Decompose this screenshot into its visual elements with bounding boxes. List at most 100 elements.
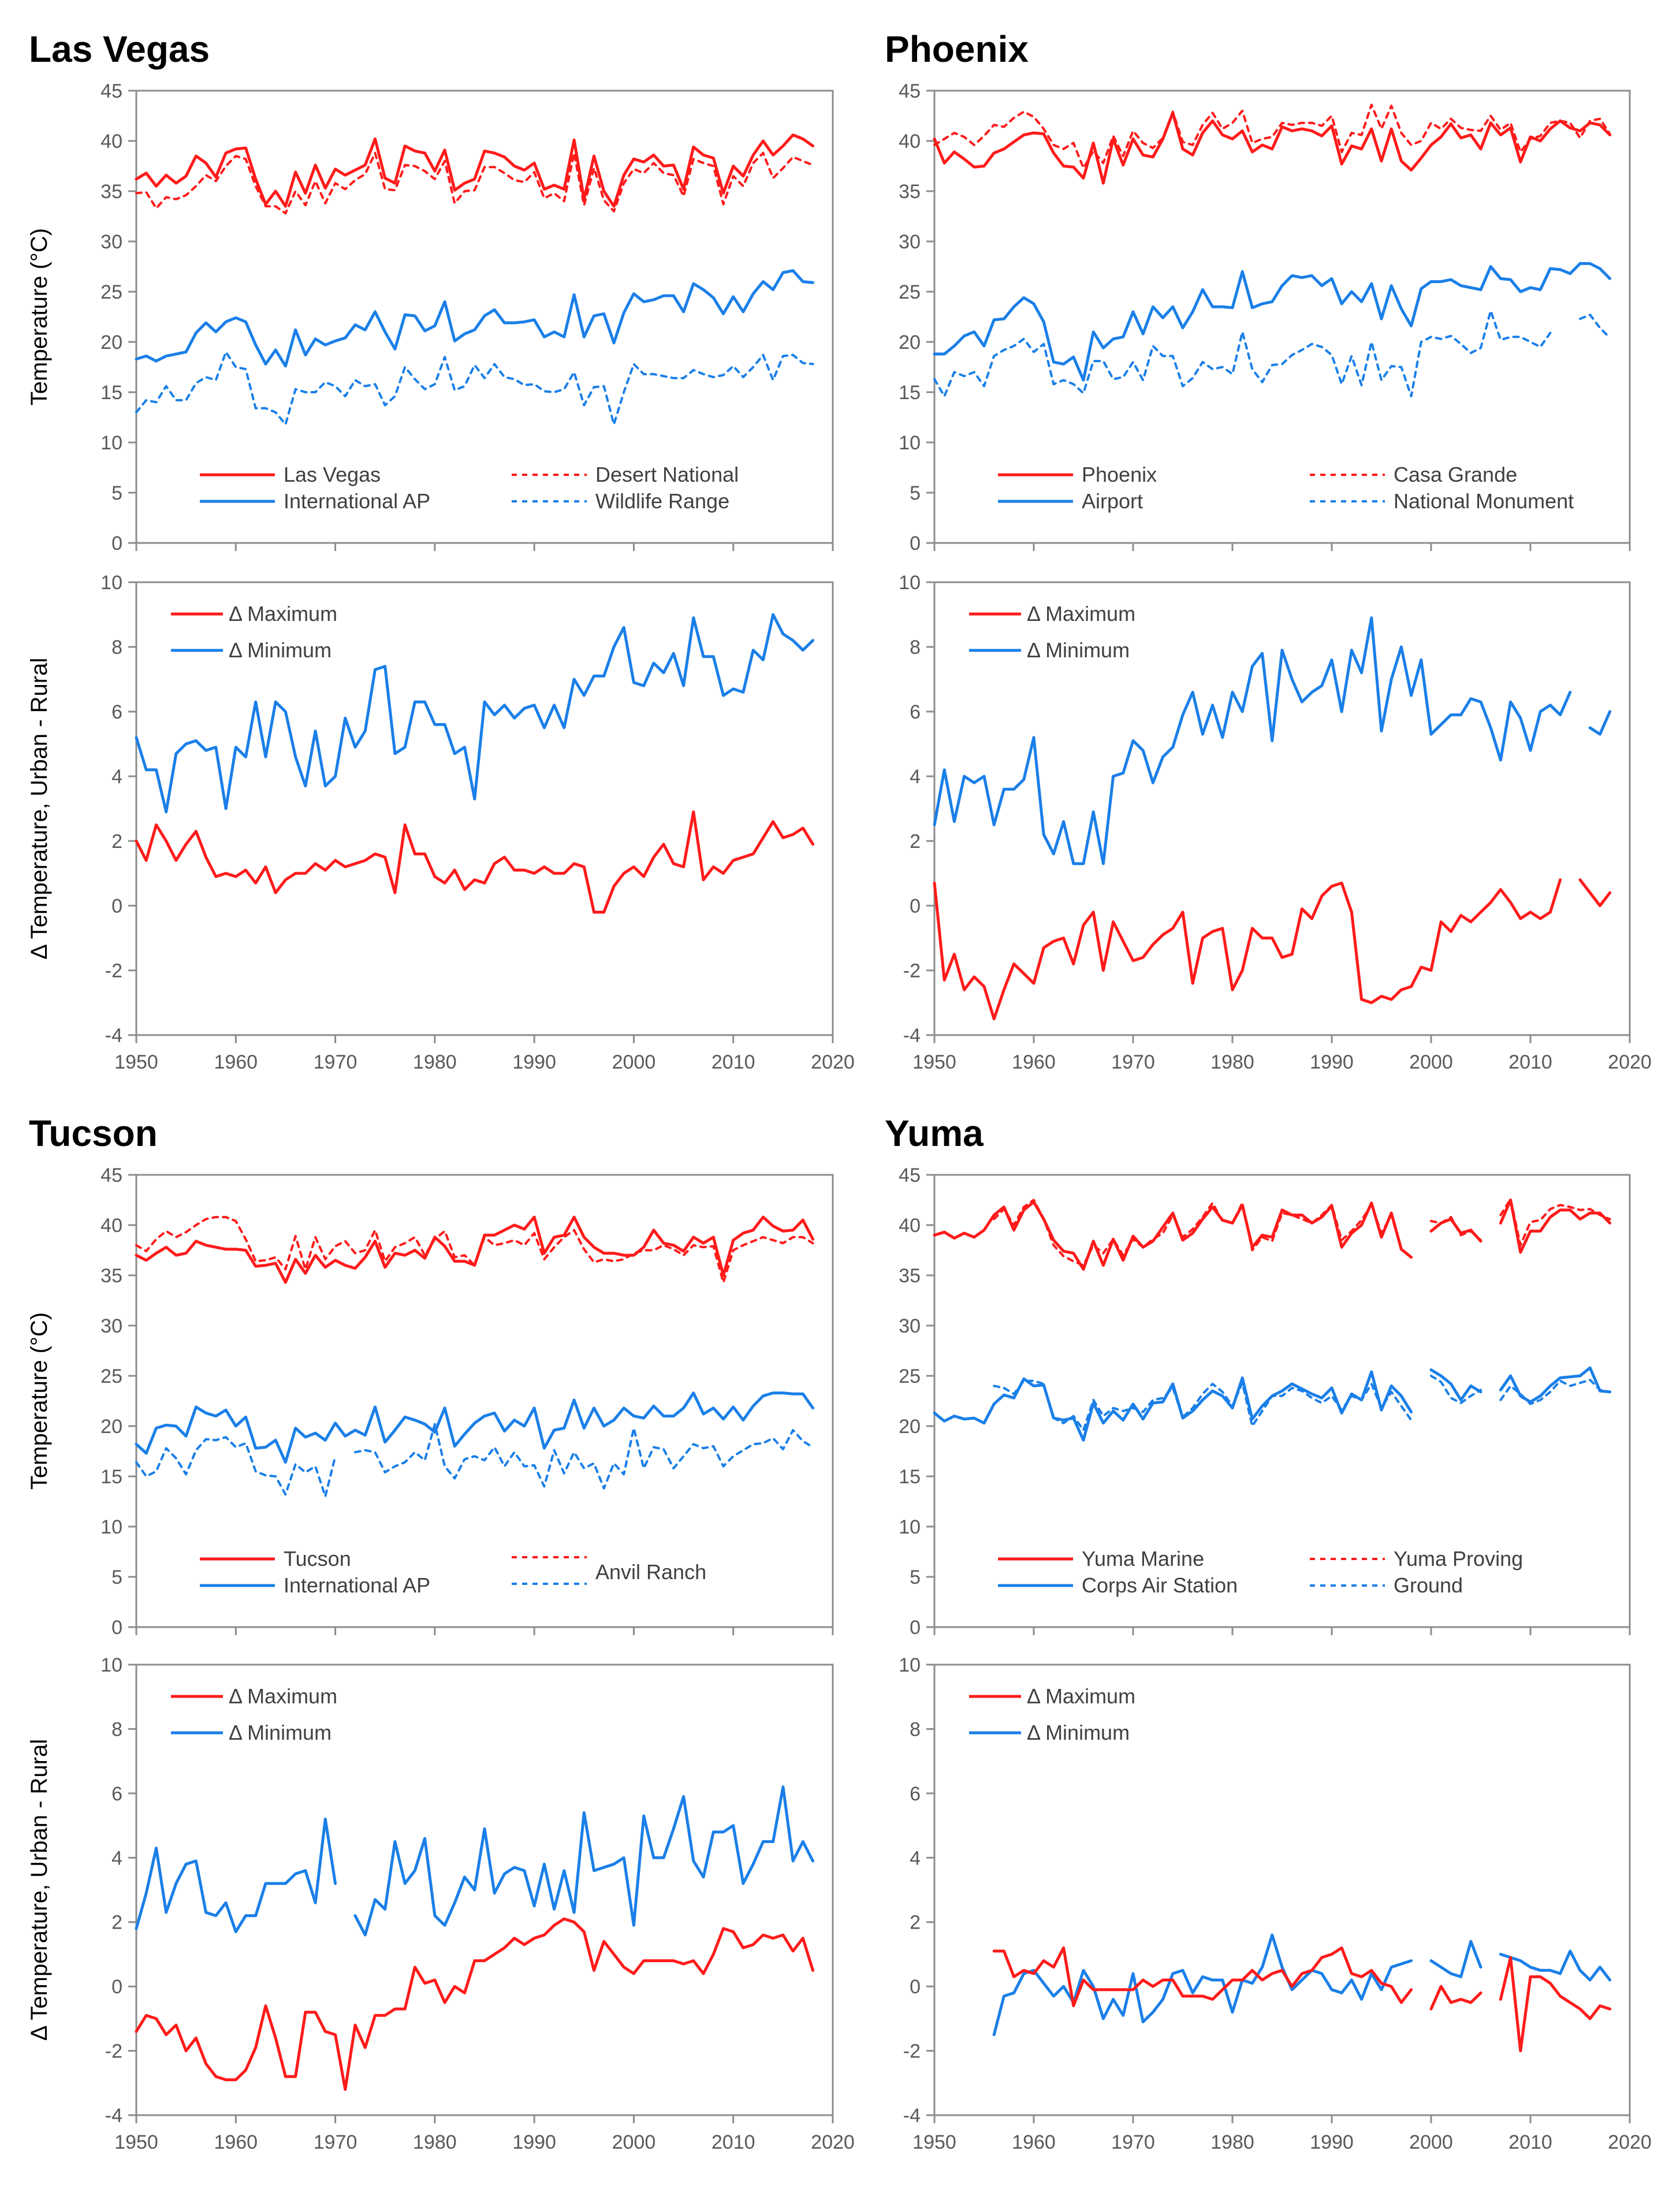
y-tick-label: 45 xyxy=(899,80,921,102)
x-tick-label: 2010 xyxy=(712,2131,755,2153)
y-tick-label: -2 xyxy=(105,2041,122,2063)
x-tick-label: 1990 xyxy=(1310,2131,1354,2153)
y-tick-label: 30 xyxy=(899,231,921,253)
plot-frame xyxy=(933,1174,1631,1628)
x-tick-label: 1950 xyxy=(912,2131,956,2153)
x-tick-label: 1970 xyxy=(1111,2131,1155,2153)
series-line-yuma-proving-max xyxy=(993,1199,1413,1267)
y-tick-label: 2 xyxy=(111,1912,122,1934)
y-tick-label: 45 xyxy=(899,1164,921,1186)
series-line--maximum xyxy=(135,1917,814,2091)
series-line-national-monument-min xyxy=(933,310,1552,397)
y-tick-label: 2 xyxy=(910,1912,921,1934)
legend-label: International AP xyxy=(284,489,430,513)
tuc-temp-chart: 0 5 10 15 20 25 30 35 40 45 Temperature (°C) Tucson… xyxy=(27,1112,834,1639)
y-tick-label: 15 xyxy=(899,382,921,404)
lv-temp-chart: 0 5 10 15 20 25 30 35 40 45 Temperature (°C) Las Ve… xyxy=(27,28,834,554)
y-tick-label: 4 xyxy=(111,1847,122,1869)
legend-label: Δ Minimum xyxy=(1027,638,1130,662)
y-tick-label: 45 xyxy=(100,1164,122,1186)
x-tick-label: 1990 xyxy=(1310,1051,1354,1073)
legend-label: Anvil Ranch xyxy=(595,1560,706,1584)
x-tick-label: 1980 xyxy=(413,1051,457,1073)
y-tick-label: 35 xyxy=(899,1265,921,1287)
y-tick-label: 6 xyxy=(910,1783,921,1805)
y-tick-label: -4 xyxy=(903,1025,921,1047)
series-line-casa-grande-max xyxy=(933,103,1611,169)
series-line-las-vegas-min xyxy=(135,269,814,368)
y-tick-label: 10 xyxy=(899,572,921,594)
y-tick-label: 30 xyxy=(899,1315,921,1337)
series-line-tucson-min xyxy=(135,1391,814,1464)
y-tick-label: 4 xyxy=(111,766,122,788)
x-tick-label: 1950 xyxy=(114,2131,158,2153)
x-tick-label: 2010 xyxy=(1508,2131,1552,2153)
plot-frame xyxy=(135,1174,834,1628)
y-tick-label: 45 xyxy=(100,80,122,102)
plot-frame xyxy=(933,90,1631,544)
x-tick-label: 1970 xyxy=(314,2131,357,2153)
x-tick-label: 2000 xyxy=(1409,2131,1453,2153)
x-tick-label: 2000 xyxy=(1409,1051,1453,1073)
x-tick-label: 1970 xyxy=(1111,1051,1155,1073)
y-tick-label: 4 xyxy=(910,766,921,788)
yuma-delta-chart: -4 -2 0 2 4 6 8 10 1950 1960 1970 1980 1990 2000 2010 2… xyxy=(899,1654,1652,2153)
x-tick-label: 1990 xyxy=(512,2131,556,2153)
y-tick-label: -4 xyxy=(105,1025,122,1047)
y-tick-label: -2 xyxy=(903,2041,921,2063)
series-line-ground-min xyxy=(1430,1375,1482,1404)
series-line--maximum xyxy=(992,1946,1413,2008)
legend-label: Tucson xyxy=(284,1547,351,1571)
y-tick-label: 0 xyxy=(910,1976,921,1998)
series-line-desert-national-max xyxy=(135,151,814,215)
y-tick-label: 25 xyxy=(899,281,921,303)
series-line-phoenix-max xyxy=(933,111,1612,185)
series-line-anvil-ranch-min xyxy=(354,1423,814,1490)
series-line--minimum xyxy=(135,613,814,814)
legend-label: Las Vegas xyxy=(284,463,381,486)
series-line--minimum xyxy=(1588,710,1612,736)
series-line--minimum xyxy=(1499,1949,1612,1982)
y-tick-label: 5 xyxy=(910,482,921,504)
x-tick-label: 2010 xyxy=(1508,1051,1552,1073)
legend-label: Δ Maximum xyxy=(1027,1684,1135,1708)
series-line-las-vegas-max xyxy=(135,133,814,208)
x-tick-label: 1990 xyxy=(512,1051,556,1073)
series-line--maximum xyxy=(933,878,1562,1021)
x-tick-label: 1980 xyxy=(1210,2131,1254,2153)
tuc-delta-chart: -4 -2 0 2 4 6 8 10 1950 1960 1970 1980 1990 2000 2010 2… xyxy=(27,1654,855,2153)
y-tick-label: 25 xyxy=(100,1365,122,1387)
y-tick-label: 10 xyxy=(100,572,122,594)
series-line-phoenix-min xyxy=(933,262,1612,382)
y-tick-label: 35 xyxy=(100,1265,122,1287)
series-line-ground-min xyxy=(993,1379,1413,1431)
y-tick-label: 20 xyxy=(899,1416,921,1438)
legend-label: Δ Maximum xyxy=(229,602,337,626)
legend-label: Δ Maximum xyxy=(229,1684,337,1708)
x-tick-label: 1960 xyxy=(1012,1051,1056,1073)
y-tick-label: 6 xyxy=(111,1783,122,1805)
y-tick-label: 5 xyxy=(111,482,122,504)
y-tick-label: -4 xyxy=(903,2105,921,2127)
legend-label: Phoenix xyxy=(1082,463,1157,486)
y-tick-label: 30 xyxy=(100,231,122,253)
y-tick-label: 10 xyxy=(100,432,122,454)
y-tick-label: -2 xyxy=(105,960,122,982)
y-tick-label: 10 xyxy=(100,1516,122,1538)
y-tick-label: 10 xyxy=(899,1654,921,1676)
y-tick-label: 20 xyxy=(100,1416,122,1438)
plot-frame xyxy=(933,1663,1631,2116)
legend-label: Desert National xyxy=(595,463,739,486)
legend-label: Δ Minimum xyxy=(229,1721,331,1744)
y-tick-label: 15 xyxy=(100,382,122,404)
yuma-temp-chart: 0 5 10 15 20 25 30 35 40 45 Yuma Yuma Marine Yuma Pr… xyxy=(885,1112,1631,1639)
series-line-yuma-max xyxy=(1499,1199,1612,1254)
series-line--minimum xyxy=(933,616,1572,865)
legend-label: Casa Grande xyxy=(1394,463,1517,486)
series-line--maximum xyxy=(1578,878,1612,907)
y-tick-label: 40 xyxy=(899,1215,921,1237)
x-tick-label: 2000 xyxy=(612,2131,656,2153)
legend-label: Corps Air Station xyxy=(1082,1573,1238,1597)
phx-delta-chart: -4 -2 0 2 4 6 8 10 1950 1960 1970 1980 1990 2000 2010 2… xyxy=(899,572,1652,1073)
